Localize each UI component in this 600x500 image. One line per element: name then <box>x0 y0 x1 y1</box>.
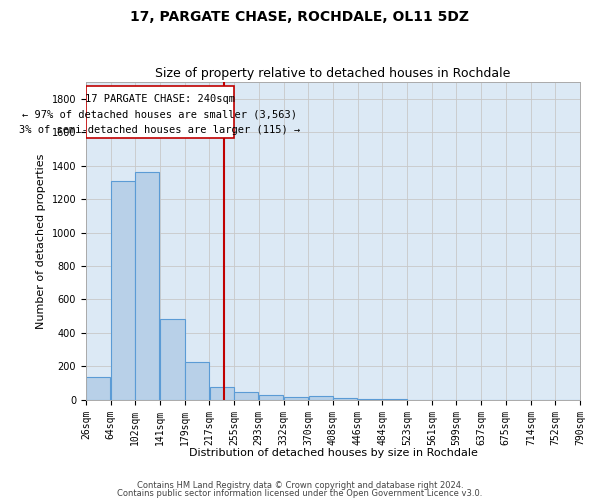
Bar <box>284 397 308 400</box>
Bar <box>185 362 209 400</box>
Bar <box>86 86 234 138</box>
Bar <box>234 392 259 400</box>
Bar <box>110 180 135 400</box>
Text: ← 97% of detached houses are smaller (3,563): ← 97% of detached houses are smaller (3,… <box>22 110 298 120</box>
Bar <box>259 394 283 400</box>
Bar <box>308 396 333 400</box>
Title: Size of property relative to detached houses in Rochdale: Size of property relative to detached ho… <box>155 66 511 80</box>
Text: Contains public sector information licensed under the Open Government Licence v3: Contains public sector information licen… <box>118 488 482 498</box>
Bar <box>86 377 110 400</box>
Y-axis label: Number of detached properties: Number of detached properties <box>36 153 46 328</box>
Bar <box>160 318 185 400</box>
Bar <box>382 399 407 400</box>
Bar <box>209 387 234 400</box>
Bar <box>333 398 358 400</box>
Text: 17 PARGATE CHASE: 240sqm: 17 PARGATE CHASE: 240sqm <box>85 94 235 104</box>
Text: 3% of semi-detached houses are larger (115) →: 3% of semi-detached houses are larger (1… <box>19 126 301 136</box>
Bar <box>135 172 160 400</box>
Bar <box>358 399 382 400</box>
Text: Contains HM Land Registry data © Crown copyright and database right 2024.: Contains HM Land Registry data © Crown c… <box>137 481 463 490</box>
X-axis label: Distribution of detached houses by size in Rochdale: Distribution of detached houses by size … <box>188 448 478 458</box>
Text: 17, PARGATE CHASE, ROCHDALE, OL11 5DZ: 17, PARGATE CHASE, ROCHDALE, OL11 5DZ <box>131 10 470 24</box>
